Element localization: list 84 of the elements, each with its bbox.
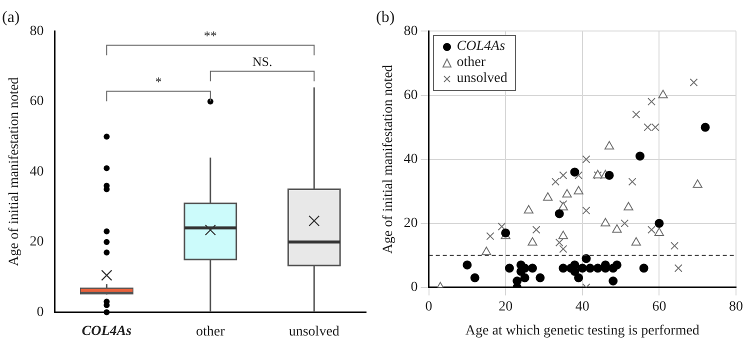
point xyxy=(574,273,584,282)
point xyxy=(647,98,656,106)
point xyxy=(600,218,610,226)
point xyxy=(551,178,560,186)
y-tick-label: 60 xyxy=(30,94,44,110)
annotation: * xyxy=(155,74,162,90)
chart-title: (b) xyxy=(376,8,395,26)
x-tick-label: unsolved xyxy=(288,324,340,340)
point xyxy=(700,122,710,132)
point xyxy=(559,171,568,180)
point xyxy=(628,178,636,186)
point xyxy=(692,179,702,188)
x-tick-label: 60 xyxy=(652,299,666,314)
y-axis-title: Age of initial manifestation noted xyxy=(381,64,396,254)
point xyxy=(644,123,652,132)
annotation: ** xyxy=(204,28,217,44)
point xyxy=(524,205,534,214)
y-tick-label: 80 xyxy=(30,24,44,39)
x-tick-label: 40 xyxy=(575,299,590,314)
point xyxy=(639,264,648,273)
point xyxy=(582,206,590,215)
point xyxy=(486,232,494,240)
point xyxy=(674,264,682,272)
point xyxy=(498,222,506,231)
point xyxy=(658,90,668,98)
x-tick-label: 80 xyxy=(729,299,743,314)
point xyxy=(520,273,530,282)
point xyxy=(570,168,580,177)
legend-label: COL4As xyxy=(456,39,506,56)
point xyxy=(582,155,590,164)
point xyxy=(558,264,568,273)
y-tick-label: 20 xyxy=(30,234,44,250)
point xyxy=(608,276,618,286)
point xyxy=(654,218,664,228)
point xyxy=(528,237,538,246)
point xyxy=(632,110,640,118)
point xyxy=(631,237,641,246)
point xyxy=(604,170,614,180)
annotation: NS. xyxy=(252,54,272,70)
point xyxy=(555,238,564,247)
x-tick-label: 0 xyxy=(425,299,432,314)
y-tick-label: 80 xyxy=(404,24,418,39)
point xyxy=(670,242,679,250)
point xyxy=(620,219,629,228)
point xyxy=(578,264,587,273)
legend-label: unsolved xyxy=(456,71,508,88)
point xyxy=(654,227,664,236)
y-tick-label: 40 xyxy=(404,152,418,167)
point xyxy=(559,244,568,254)
y-tick-label: 20 xyxy=(404,216,418,232)
y-tick-label: 40 xyxy=(30,164,44,180)
point xyxy=(624,202,634,210)
point xyxy=(543,192,553,201)
point xyxy=(532,226,540,234)
legend-label: other xyxy=(456,55,486,72)
point xyxy=(536,273,545,282)
point xyxy=(636,152,644,161)
point xyxy=(470,273,480,282)
point xyxy=(612,224,622,233)
point xyxy=(612,260,622,270)
point xyxy=(554,209,564,218)
x-tick-label: 20 xyxy=(498,299,513,314)
point xyxy=(482,246,492,256)
point xyxy=(562,189,572,198)
point xyxy=(690,78,698,86)
point xyxy=(574,171,583,180)
chart-title: (a) xyxy=(2,8,20,26)
point xyxy=(582,254,591,264)
y-tick-label: 0 xyxy=(410,280,418,296)
point xyxy=(528,264,537,273)
point xyxy=(504,264,514,273)
point xyxy=(574,186,584,194)
point xyxy=(586,264,595,273)
point xyxy=(651,123,660,132)
point xyxy=(604,140,614,150)
point xyxy=(593,264,602,273)
point xyxy=(647,226,656,234)
x-tick-label: COL4As xyxy=(82,324,132,340)
x-tick-label: other xyxy=(196,324,226,340)
y-tick-label: 60 xyxy=(404,88,418,103)
y-axis-title: Age of initial manifestation noted xyxy=(7,77,22,266)
x-axis-title: Age at which genetic testing is performed xyxy=(465,323,700,338)
point xyxy=(558,230,568,240)
point xyxy=(462,260,472,270)
